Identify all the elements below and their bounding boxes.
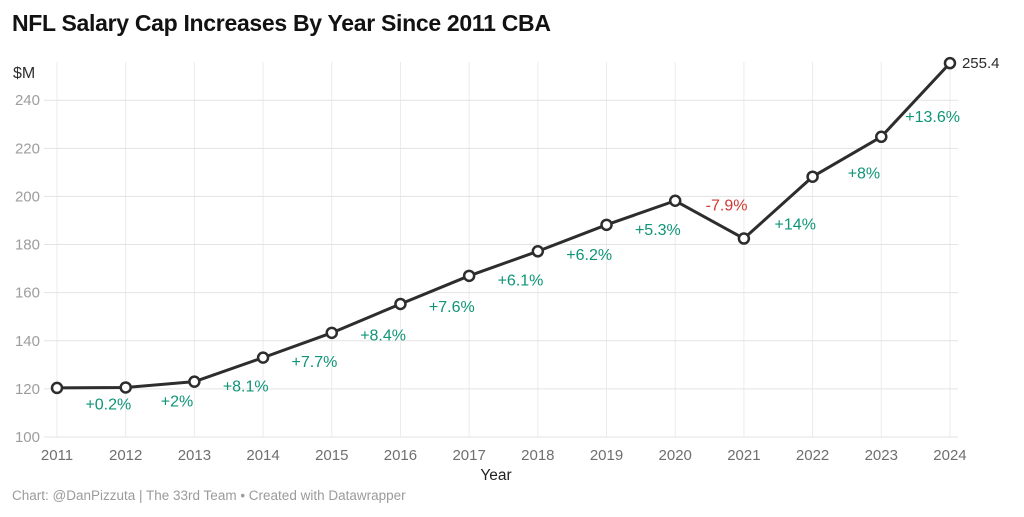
x-tick-label: 2013: [178, 447, 211, 464]
x-tick-label: 2011: [41, 447, 73, 464]
data-point[interactable]: [600, 218, 613, 232]
data-point[interactable]: [875, 130, 888, 144]
y-tick-label: 100: [15, 429, 40, 446]
x-tick-label: 2012: [109, 447, 142, 464]
x-tick-label: 2024: [933, 447, 966, 464]
pct-change-label: +0.2%: [85, 397, 131, 414]
data-point[interactable]: [462, 269, 476, 283]
data-point[interactable]: [737, 232, 751, 245]
data-point[interactable]: [394, 297, 407, 311]
x-tick-label: 2019: [590, 447, 623, 464]
x-tick-label: 2016: [384, 447, 417, 464]
pct-change-label: +7.6%: [429, 299, 475, 316]
pct-change-label: +5.3%: [635, 222, 681, 239]
data-point[interactable]: [943, 56, 957, 70]
x-tick-label: 2021: [727, 447, 760, 464]
data-point[interactable]: [531, 245, 545, 258]
data-point[interactable]: [50, 381, 64, 395]
pct-change-label: +8.4%: [360, 327, 406, 344]
y-tick-label: 200: [15, 188, 40, 205]
pct-change-label: +7.7%: [292, 354, 338, 371]
x-tick-label: 2014: [246, 447, 279, 464]
data-point[interactable]: [119, 381, 132, 394]
pct-change-label: +14%: [775, 217, 816, 234]
pct-change-label: +2%: [161, 394, 193, 411]
x-axis-title: Year: [480, 467, 511, 484]
pct-change-label: +6.1%: [498, 273, 544, 290]
y-tick-label: 220: [15, 140, 40, 157]
pct-change-label: -7.9%: [706, 198, 748, 215]
salary-cap-line: [55, 61, 952, 390]
x-tick-label: 2018: [521, 447, 554, 464]
y-tick-label: 140: [15, 333, 40, 350]
pct-change-label: +8%: [848, 166, 880, 183]
x-tick-label: 2015: [315, 447, 348, 464]
pct-change-label: +6.2%: [566, 247, 612, 264]
y-tick-label: 160: [15, 285, 40, 302]
pct-change-label: +13.6%: [905, 109, 960, 126]
x-tick-label: 2022: [796, 447, 829, 464]
end-value-label: 255.4: [962, 55, 1000, 72]
pct-change-label: +8.1%: [223, 379, 269, 396]
x-tick-label: 2017: [452, 447, 485, 464]
x-tick-label: 2023: [865, 447, 898, 464]
y-axis-unit-label: $M: [13, 65, 35, 82]
y-tick-label: 180: [15, 237, 40, 254]
x-tick-label: 2020: [659, 447, 692, 464]
y-tick-label: 240: [15, 92, 40, 109]
footer-credit: Chart: @DanPizzuta | The 33rd Team • Cre…: [12, 488, 406, 503]
data-point[interactable]: [806, 170, 819, 183]
chart-title: NFL Salary Cap Increases By Year Since 2…: [12, 10, 551, 36]
data-point[interactable]: [188, 375, 201, 388]
data-point[interactable]: [668, 194, 682, 208]
data-point[interactable]: [325, 326, 339, 340]
y-tick-label: 120: [15, 381, 40, 398]
data-point[interactable]: [256, 351, 270, 364]
